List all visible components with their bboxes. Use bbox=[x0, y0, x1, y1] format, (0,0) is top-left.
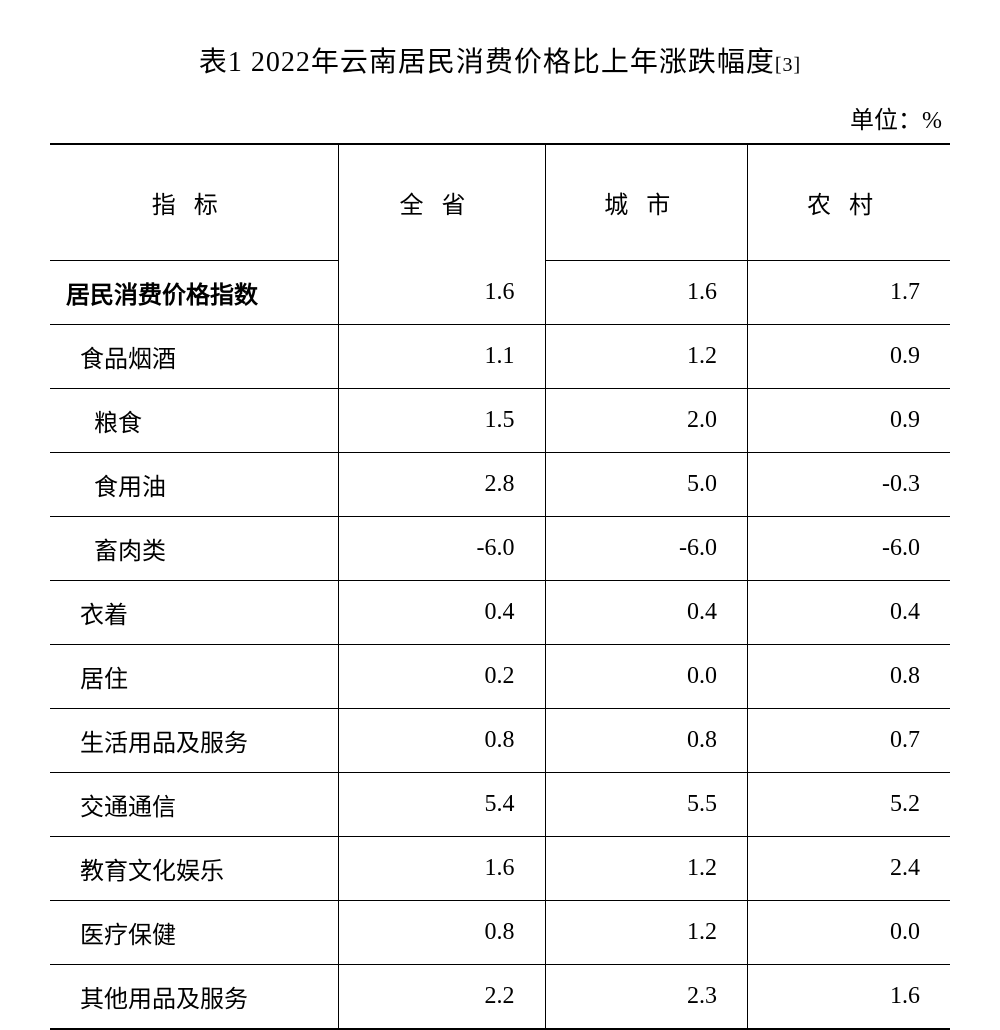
table-row: 医疗保健0.81.20.0 bbox=[50, 901, 950, 965]
row-label: 居民消费价格指数 bbox=[50, 261, 338, 325]
row-province-value: -6.0 bbox=[338, 517, 545, 581]
row-province-value: 1.6 bbox=[338, 837, 545, 901]
row-province-value: 0.8 bbox=[338, 901, 545, 965]
row-label: 居住 bbox=[50, 645, 338, 709]
table-row: 交通通信5.45.55.2 bbox=[50, 773, 950, 837]
row-city-value: 1.6 bbox=[545, 261, 748, 325]
header-province: 全省 bbox=[338, 144, 545, 261]
table-row: 教育文化娱乐1.61.22.4 bbox=[50, 837, 950, 901]
header-city: 城市 bbox=[545, 145, 748, 261]
header-rural: 农村 bbox=[748, 145, 951, 261]
table-row: 粮食1.52.00.9 bbox=[50, 389, 950, 453]
table-row: 衣着0.40.40.4 bbox=[50, 581, 950, 645]
row-label: 医疗保健 bbox=[50, 901, 338, 965]
row-city-value: 0.4 bbox=[545, 581, 748, 645]
table-row: 畜肉类-6.0-6.0-6.0 bbox=[50, 517, 950, 581]
row-rural-value: -0.3 bbox=[748, 453, 951, 517]
row-label: 衣着 bbox=[50, 581, 338, 645]
row-province-value: 1.6 bbox=[338, 261, 545, 325]
row-rural-value: -6.0 bbox=[748, 517, 951, 581]
table-row: 食品烟酒1.11.20.9 bbox=[50, 325, 950, 389]
row-label: 生活用品及服务 bbox=[50, 709, 338, 773]
cpi-table: 指标 全省 城市 农村 居民消费价格指数1.61.61.7食品烟酒1.11.20… bbox=[50, 143, 950, 1030]
row-city-value: 5.0 bbox=[545, 453, 748, 517]
table-row: 生活用品及服务0.80.80.7 bbox=[50, 709, 950, 773]
header-indicator: 指标 bbox=[50, 144, 338, 261]
row-rural-value: 1.6 bbox=[748, 965, 951, 1030]
row-label: 其他用品及服务 bbox=[50, 965, 338, 1030]
row-city-value: 2.3 bbox=[545, 965, 748, 1030]
title-text: 表1 2022年云南居民消费价格比上年涨跌幅度 bbox=[199, 47, 775, 78]
row-label: 食品烟酒 bbox=[50, 325, 338, 389]
row-province-value: 0.4 bbox=[338, 581, 545, 645]
footnote-ref: [3] bbox=[775, 54, 801, 76]
row-rural-value: 0.8 bbox=[748, 645, 951, 709]
table-row: 食用油2.85.0-0.3 bbox=[50, 453, 950, 517]
row-province-value: 5.4 bbox=[338, 773, 545, 837]
row-city-value: 0.0 bbox=[545, 645, 748, 709]
row-label: 粮食 bbox=[50, 389, 338, 453]
row-province-value: 0.8 bbox=[338, 709, 545, 773]
row-rural-value: 1.7 bbox=[748, 261, 951, 325]
row-city-value: 1.2 bbox=[545, 837, 748, 901]
row-label: 教育文化娱乐 bbox=[50, 837, 338, 901]
row-province-value: 2.2 bbox=[338, 965, 545, 1030]
row-label: 食用油 bbox=[50, 453, 338, 517]
table-row: 居住0.20.00.8 bbox=[50, 645, 950, 709]
row-rural-value: 0.0 bbox=[748, 901, 951, 965]
row-city-value: 2.0 bbox=[545, 389, 748, 453]
row-province-value: 1.1 bbox=[338, 325, 545, 389]
row-label: 交通通信 bbox=[50, 773, 338, 837]
row-rural-value: 0.4 bbox=[748, 581, 951, 645]
row-rural-value: 0.9 bbox=[748, 325, 951, 389]
row-rural-value: 5.2 bbox=[748, 773, 951, 837]
table-row: 居民消费价格指数1.61.61.7 bbox=[50, 261, 950, 325]
row-rural-value: 0.9 bbox=[748, 389, 951, 453]
table-row: 其他用品及服务2.22.31.6 bbox=[50, 965, 950, 1030]
row-province-value: 0.2 bbox=[338, 645, 545, 709]
row-city-value: 1.2 bbox=[545, 901, 748, 965]
row-label: 畜肉类 bbox=[50, 517, 338, 581]
row-city-value: -6.0 bbox=[545, 517, 748, 581]
row-city-value: 5.5 bbox=[545, 773, 748, 837]
row-province-value: 1.5 bbox=[338, 389, 545, 453]
row-rural-value: 0.7 bbox=[748, 709, 951, 773]
row-rural-value: 2.4 bbox=[748, 837, 951, 901]
row-city-value: 1.2 bbox=[545, 325, 748, 389]
unit-label: 单位：% bbox=[50, 100, 950, 135]
row-city-value: 0.8 bbox=[545, 709, 748, 773]
table-title: 表1 2022年云南居民消费价格比上年涨跌幅度[3] bbox=[50, 40, 950, 80]
row-province-value: 2.8 bbox=[338, 453, 545, 517]
